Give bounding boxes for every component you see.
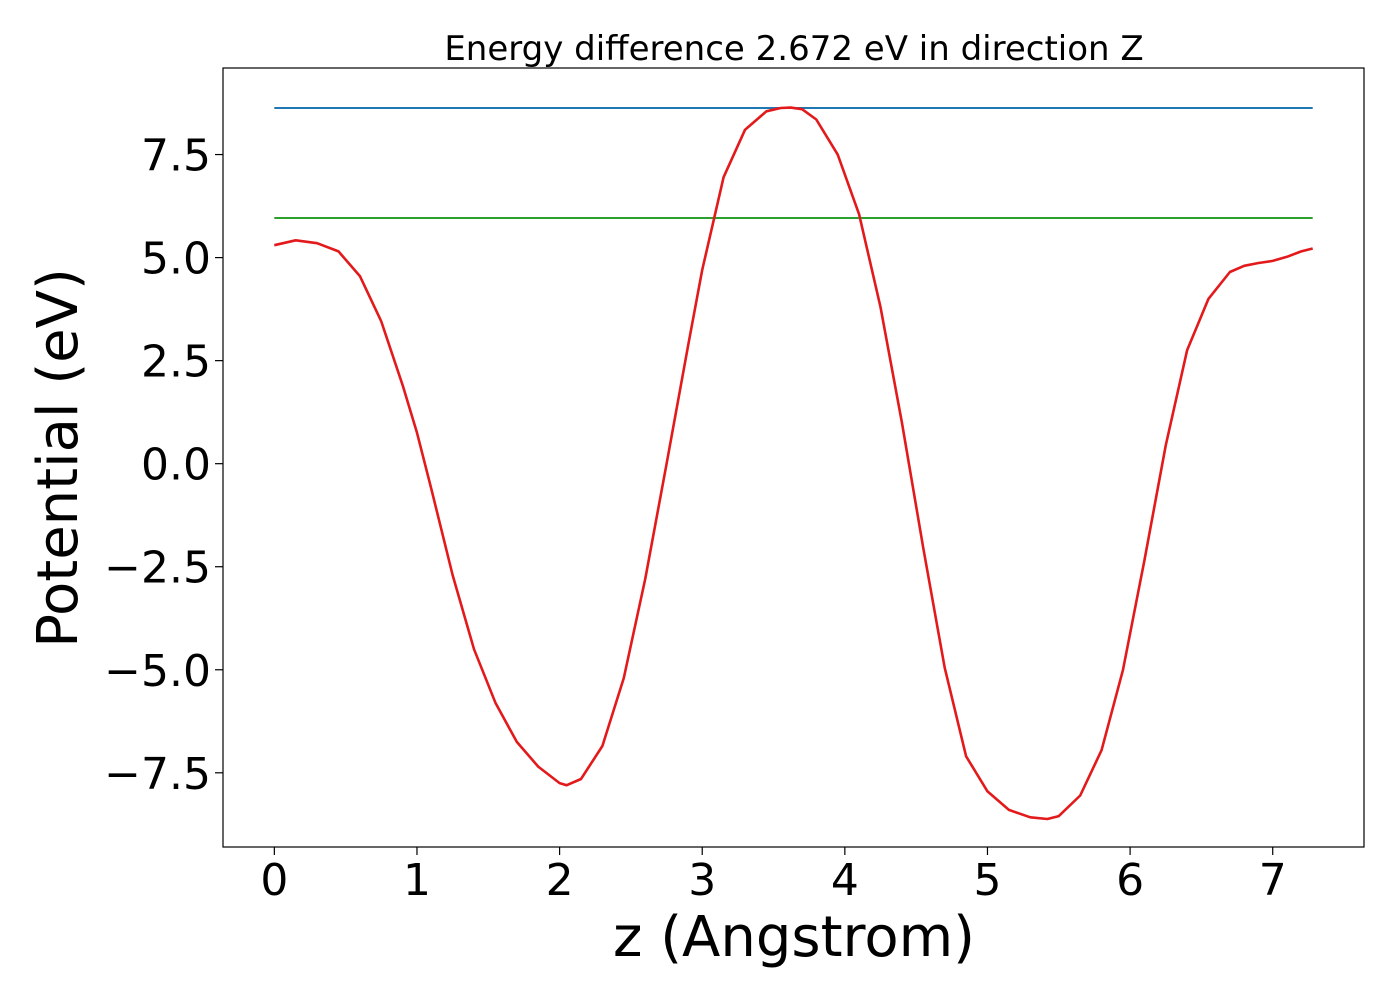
x-tick-label: 5 bbox=[973, 855, 1001, 906]
plot-frame bbox=[222, 67, 1365, 848]
x-tick-label: 4 bbox=[831, 855, 859, 906]
x-tick-label: 0 bbox=[260, 855, 288, 906]
y-tick-label: 5.0 bbox=[141, 234, 211, 285]
series-line-3 bbox=[274, 106, 1314, 821]
y-axis-label: Potential (eV) bbox=[26, 268, 91, 648]
y-axis: −7.5 −5.0 −2.5 0.0 2.5 5.0 7.5 bbox=[104, 131, 223, 800]
x-tick-label: 2 bbox=[546, 855, 574, 906]
x-axis-label: z (Angstrom) bbox=[613, 905, 975, 970]
y-tick-label: −2.5 bbox=[104, 543, 211, 594]
x-tick-label: 6 bbox=[1116, 855, 1144, 906]
chart-title: Energy difference 2.672 eV in direction … bbox=[444, 29, 1143, 69]
y-tick-label: 0.0 bbox=[141, 440, 211, 491]
x-tick-label: 1 bbox=[403, 855, 431, 906]
y-tick-label: −5.0 bbox=[104, 646, 211, 697]
series-layer bbox=[274, 106, 1314, 821]
y-tick-label: 7.5 bbox=[141, 131, 211, 182]
y-tick-label: −7.5 bbox=[104, 749, 211, 800]
x-axis: 0 1 2 3 4 5 6 7 bbox=[260, 847, 1287, 906]
x-tick-label: 7 bbox=[1259, 855, 1287, 906]
x-tick-label: 3 bbox=[688, 855, 716, 906]
y-tick-label: 2.5 bbox=[141, 337, 211, 388]
